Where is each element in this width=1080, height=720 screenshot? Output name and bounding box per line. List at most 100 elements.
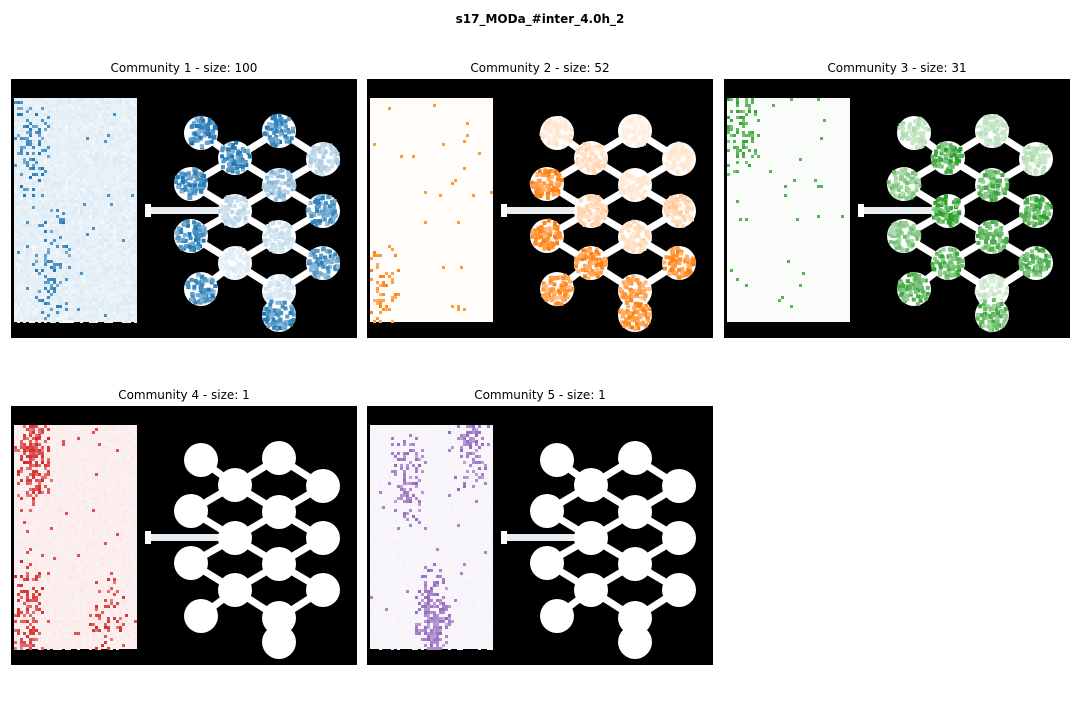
well-signal [261, 168, 297, 203]
community-panel-2: Community 2 - size: 52 [367, 61, 713, 338]
inlet-port [145, 204, 151, 217]
well-signal [174, 219, 207, 252]
well-signal [541, 273, 575, 307]
well-signal [664, 141, 695, 176]
inlet-port [501, 531, 507, 544]
well-signal [305, 194, 339, 227]
community-heatmap-2 [367, 79, 713, 338]
community-heatmap-5 [367, 406, 713, 665]
chamber-texture [370, 104, 493, 323]
well [618, 601, 652, 635]
wells [529, 114, 696, 332]
well [306, 573, 340, 607]
well-signal [218, 194, 251, 228]
well [184, 443, 218, 477]
inlet-channel [860, 207, 932, 214]
panel-title: Community 3 - size: 31 [827, 61, 967, 75]
well [174, 546, 208, 580]
well [262, 601, 296, 635]
well [262, 441, 296, 475]
well [662, 573, 696, 607]
panel-title: Community 1 - size: 100 [110, 61, 258, 75]
well-signal [619, 171, 652, 201]
well [218, 521, 252, 555]
well [262, 547, 296, 581]
well-signal [887, 220, 922, 253]
well-signal [662, 246, 696, 280]
well [184, 599, 218, 633]
well-signal [975, 114, 1010, 148]
well [574, 521, 608, 555]
well-signal [930, 247, 965, 281]
wells [886, 114, 1053, 333]
panel-title: Community 2 - size: 52 [470, 61, 610, 75]
well-signal [975, 219, 1009, 254]
well [540, 599, 574, 633]
well [218, 468, 252, 502]
inlet-channel [503, 207, 575, 214]
well [618, 547, 652, 581]
well [262, 495, 296, 529]
well [218, 573, 252, 607]
well [618, 495, 652, 529]
well [662, 521, 696, 555]
wells [530, 441, 696, 659]
well-signal [306, 246, 340, 280]
well [262, 625, 296, 659]
community-panel-5: Community 5 - size: 1 [367, 388, 713, 665]
inlet-channel [503, 534, 575, 541]
well-signal [184, 272, 218, 305]
well-signal [619, 219, 652, 254]
community-heatmap-1 [11, 79, 357, 338]
well-signal [188, 115, 218, 150]
well-signal [663, 193, 694, 228]
well-signal [575, 142, 608, 175]
well-signal [886, 167, 922, 201]
chamber-region [370, 98, 493, 322]
well-signal [307, 142, 340, 177]
chamber-texture [727, 98, 844, 308]
well-signal [975, 298, 1009, 333]
well-signal [573, 246, 608, 281]
well-signal [621, 115, 652, 148]
community-panel-3: Community 3 - size: 31 [724, 61, 1070, 338]
well-signal [262, 113, 296, 148]
chamber-texture [14, 425, 137, 650]
chamber-texture [14, 98, 137, 323]
well-signal [976, 169, 1010, 202]
well-signal [529, 168, 564, 200]
well-signal [1018, 246, 1052, 278]
chamber-region [727, 98, 850, 322]
well-signal [930, 142, 964, 175]
well [530, 546, 564, 580]
well [574, 573, 608, 607]
community-panel-1: Community 1 - size: 100 [11, 61, 357, 338]
well [574, 468, 608, 502]
community-panel-4: Community 4 - size: 1 [11, 388, 357, 665]
well-signal [262, 299, 296, 332]
well-signal [931, 194, 962, 228]
panel-title: Community 4 - size: 1 [118, 388, 250, 402]
wells [174, 441, 340, 659]
wells [173, 113, 340, 332]
well-signal [1019, 195, 1053, 228]
inlet-channel [147, 207, 219, 214]
well-signal [220, 140, 252, 175]
well-signal [897, 271, 930, 306]
well [662, 469, 696, 503]
well [174, 494, 208, 528]
well-signal [218, 246, 251, 279]
well [618, 625, 652, 659]
well-signal [173, 167, 208, 201]
well-signal [530, 218, 564, 252]
inlet-port [858, 204, 864, 217]
well-signal [1021, 143, 1051, 177]
well-signal [897, 116, 931, 150]
community-heatmap-4 [11, 406, 357, 665]
community-heatmap-3 [724, 79, 1070, 338]
panel-title: Community 5 - size: 1 [474, 388, 606, 402]
inlet-port [501, 204, 507, 217]
well [618, 441, 652, 475]
well-signal [617, 298, 652, 331]
inlet-channel [147, 534, 219, 541]
